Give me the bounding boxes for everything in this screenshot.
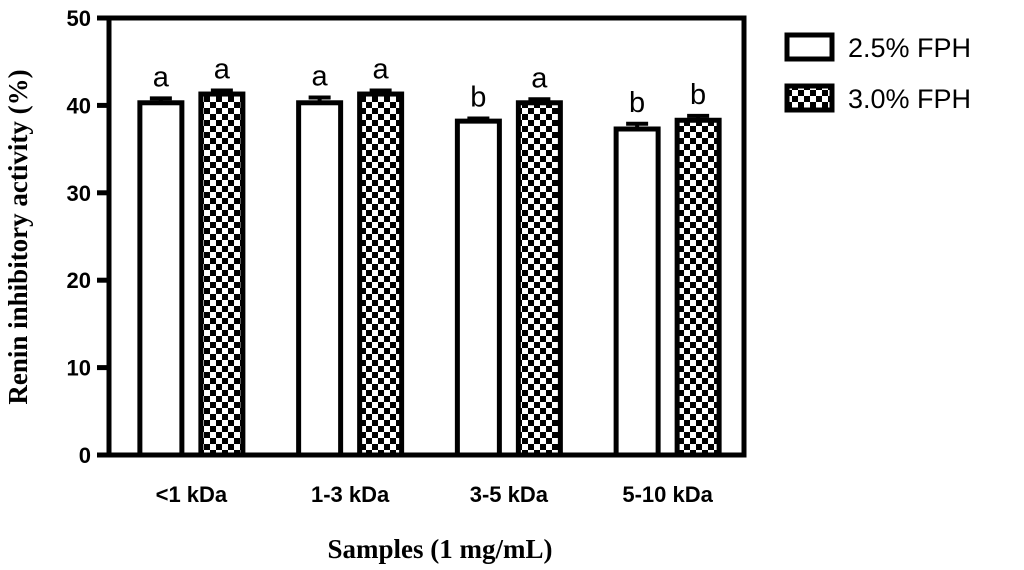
bar-series1-3 xyxy=(613,126,661,458)
legend-label-3-0-fph: 3.0% FPH xyxy=(848,84,971,114)
significance-letter: a xyxy=(373,54,390,86)
x-tick-label: 5-10 kDa xyxy=(622,482,713,507)
bar-series2-2 xyxy=(515,100,563,458)
significance-letter: b xyxy=(629,87,645,119)
legend-swatch-3-0-fph xyxy=(784,83,835,113)
significance-letter: a xyxy=(214,54,231,86)
axes: 0 10 20 30 40 50 <1 kDa 1-3 kDa 3-5 kDa 5-10 kDa xyxy=(67,6,747,507)
bar-series2-0 xyxy=(198,91,246,458)
y-tick-label: 0 xyxy=(79,443,91,468)
significance-letter: b xyxy=(690,79,706,111)
x-tick-label: 1-3 kDa xyxy=(311,482,390,507)
x-axis-title: Samples (1 mg/mL) xyxy=(328,534,553,564)
bar-series1-2 xyxy=(454,118,502,458)
y-tick-label: 40 xyxy=(67,93,91,118)
significance-letter: a xyxy=(312,61,329,93)
bar-series1-0 xyxy=(137,100,185,458)
bar-series1-1 xyxy=(296,100,344,458)
legend: 2.5% FPH 3.0% FPH xyxy=(784,32,971,114)
bars: a a a a b a b b xyxy=(137,54,722,458)
y-tick-label: 30 xyxy=(67,181,91,206)
bar-series2-3 xyxy=(674,117,722,458)
significance-letter: b xyxy=(470,82,486,114)
significance-letter: a xyxy=(531,62,548,94)
x-tick-label: 3-5 kDa xyxy=(470,482,549,507)
labels: Renin inhibitory activity (%) Samples (1… xyxy=(3,69,553,564)
bar-series2-1 xyxy=(357,91,405,458)
legend-swatch-2-5-fph xyxy=(784,32,835,62)
x-tick-label: <1 kDa xyxy=(156,482,228,507)
y-tick-label: 50 xyxy=(67,6,91,31)
y-tick-label: 10 xyxy=(67,356,91,381)
y-tick-label: 20 xyxy=(67,268,91,293)
legend-label-2-5-fph: 2.5% FPH xyxy=(848,33,971,63)
plot-frame xyxy=(106,15,747,458)
y-axis-title: Renin inhibitory activity (%) xyxy=(3,69,33,404)
significance-letter: a xyxy=(153,61,170,93)
